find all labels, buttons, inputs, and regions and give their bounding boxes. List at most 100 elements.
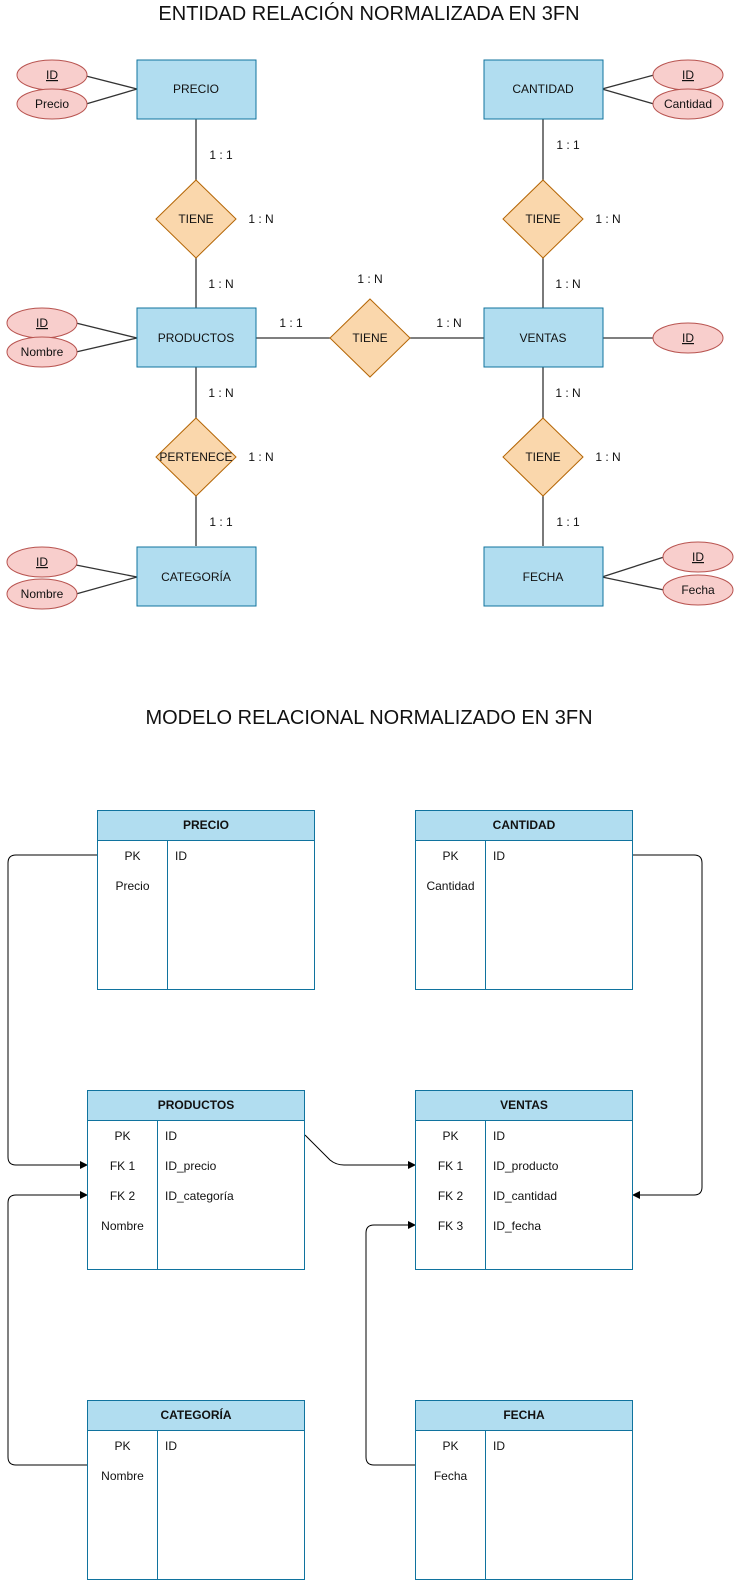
attribute-productos-nombre: Nombre <box>6 336 78 368</box>
table-row: PK ID <box>98 841 314 871</box>
er-diagram-title: ENTIDAD RELACIÓN NORMALIZADA EN 3FN <box>158 3 580 25</box>
table-fecha: FECHA PK ID Fecha <box>415 1400 633 1580</box>
entity-productos: PRODUCTOS <box>136 307 257 368</box>
key-cell: Nombre <box>101 1469 144 1483</box>
column-cell: ID <box>493 1129 505 1143</box>
cardinality-label: 1 : 1 <box>556 138 580 152</box>
table-row: FK 1 ID_producto <box>416 1151 632 1181</box>
cardinality-label: 1 : N <box>595 212 620 226</box>
relationship-cantidad-ventas: TIENE <box>502 179 584 259</box>
key-cell: PK <box>442 849 459 863</box>
column-cell: ID <box>175 849 187 863</box>
table-row: PK ID <box>416 1121 632 1151</box>
column-cell: ID_fecha <box>493 1219 542 1233</box>
column-cell: ID_categoría <box>165 1189 234 1203</box>
attribute-categoria-id: ID <box>6 546 78 578</box>
table-cantidad: CANTIDAD PK ID Cantidad <box>415 810 633 990</box>
column-cell <box>167 871 175 901</box>
connector-precio-productos <box>7 854 97 1169</box>
table-ventas-header: VENTAS <box>416 1091 632 1121</box>
attribute-categoria-nombre: Nombre <box>6 578 78 610</box>
attribute-productos-nombre-label: Nombre <box>21 345 64 359</box>
attribute-ventas-id: ID <box>652 322 724 354</box>
table-row: Fecha <box>416 1461 632 1491</box>
table-categoria-header: CATEGORÍA <box>88 1401 304 1431</box>
cardinality-label: 1 : 1 <box>209 148 233 162</box>
attribute-fecha-fecha: Fecha <box>662 574 734 606</box>
table-row: Precio <box>98 871 314 901</box>
relationship-precio-productos: TIENE <box>155 179 237 259</box>
connector-productos-ventas <box>304 1134 416 1169</box>
column-cell: ID_precio <box>165 1159 217 1173</box>
key-cell: FK 2 <box>437 1189 464 1203</box>
attribute-cantidad-cantidad: Cantidad <box>652 88 724 120</box>
attribute-precio-id-label: ID <box>46 68 58 82</box>
key-cell: Cantidad <box>426 879 475 893</box>
column-cell: ID <box>493 1439 505 1453</box>
column-cell: ID <box>493 849 505 863</box>
er-lines <box>75 74 665 595</box>
relationship-precio-productos-label: TIENE <box>178 212 213 226</box>
key-cell: Precio <box>115 879 150 893</box>
table-categoria: CATEGORÍA PK ID Nombre <box>87 1400 305 1580</box>
entity-precio-label: PRECIO <box>173 82 219 96</box>
entity-precio: PRECIO <box>136 59 257 120</box>
table-divider <box>157 1121 158 1269</box>
entity-cantidad: CANTIDAD <box>483 59 604 120</box>
relationship-productos-categoria-label: PERTENECE <box>159 450 232 464</box>
attribute-precio-precio-label: Precio <box>35 97 69 111</box>
table-row: FK 1 ID_precio <box>88 1151 304 1181</box>
table-divider <box>157 1431 158 1579</box>
key-cell: Fecha <box>433 1469 468 1483</box>
entity-categoria: CATEGORÍA <box>136 546 257 607</box>
cardinality-label: 1 : N <box>208 386 233 400</box>
cardinality-label: 1 : N <box>555 386 580 400</box>
column-cell: ID <box>165 1129 177 1143</box>
column-cell <box>157 1461 165 1491</box>
entity-ventas: VENTAS <box>483 307 604 368</box>
attribute-ventas-id-label: ID <box>682 331 694 345</box>
table-productos: PRODUCTOS PK ID FK 1 ID_precio FK 2 ID_c… <box>87 1090 305 1270</box>
table-fecha-header: FECHA <box>416 1401 632 1431</box>
connector-fecha-ventas <box>365 1221 416 1466</box>
key-cell: PK <box>124 849 141 863</box>
table-divider <box>485 1121 486 1269</box>
cardinality-label: 1 : 1 <box>209 515 233 529</box>
relationship-ventas-fecha: TIENE <box>502 417 584 497</box>
key-cell: FK 1 <box>437 1159 464 1173</box>
cardinality-label: 1 : N <box>357 272 382 286</box>
table-row: PK ID <box>416 841 632 871</box>
key-cell: FK 3 <box>437 1219 464 1233</box>
attribute-productos-id-label: ID <box>36 316 48 330</box>
table-row: Nombre <box>88 1461 304 1491</box>
column-cell: ID <box>165 1439 177 1453</box>
attribute-cantidad-id: ID <box>652 59 724 91</box>
attribute-cantidad-cantidad-label: Cantidad <box>664 97 712 111</box>
relationship-cantidad-ventas-label: TIENE <box>525 212 560 226</box>
entity-cantidad-label: CANTIDAD <box>512 82 574 96</box>
table-row: PK ID <box>88 1431 304 1461</box>
entity-productos-label: PRODUCTOS <box>158 331 234 345</box>
table-row: FK 2 ID_cantidad <box>416 1181 632 1211</box>
key-cell: FK 2 <box>109 1189 136 1203</box>
key-cell: Nombre <box>101 1219 144 1233</box>
table-row: Cantidad <box>416 871 632 901</box>
er-diagram: PRECIO CANTIDAD PRODUCTOS VENTAS CATEGOR… <box>6 59 734 610</box>
table-precio-header: PRECIO <box>98 811 314 841</box>
entity-fecha: FECHA <box>483 546 604 607</box>
table-row: Nombre <box>88 1211 304 1241</box>
key-cell: PK <box>442 1439 459 1453</box>
table-divider <box>485 841 486 989</box>
cardinality-label: 1 : N <box>208 277 233 291</box>
cardinality-labels: 1 : 1 1 : N 1 : N 1 : 1 1 : N 1 : N 1 : … <box>208 138 620 529</box>
entity-fecha-label: FECHA <box>523 570 564 584</box>
table-divider <box>485 1431 486 1579</box>
column-cell: ID_cantidad <box>493 1189 558 1203</box>
attribute-fecha-id: ID <box>662 541 734 573</box>
key-cell: FK 1 <box>109 1159 136 1173</box>
key-cell: PK <box>442 1129 459 1143</box>
connector-cantidad-ventas <box>632 854 703 1199</box>
entity-ventas-label: VENTAS <box>519 331 566 345</box>
relational-model-title: MODELO RELACIONAL NORMALIZADO EN 3FN <box>145 707 593 729</box>
attribute-precio-precio: Precio <box>16 88 88 120</box>
